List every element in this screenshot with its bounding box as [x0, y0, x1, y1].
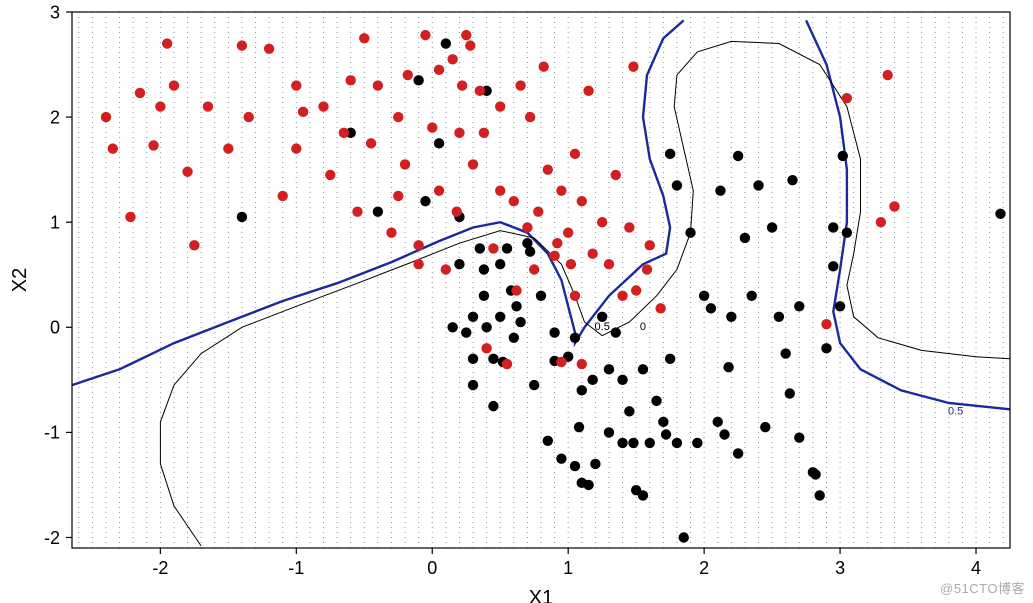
scatter-chart: 0.5 0.5 0 -2 -1 0 1 2 3 4 -2 -1 0 1 2 3 X1 X2 @51CTO博客	[0, 0, 1033, 603]
y-axis-label: X2	[9, 268, 31, 292]
contour-black-zero-label: 0	[640, 321, 646, 333]
plot-svg: 0.5 0.5 0 -2 -1 0 1 2 3 4 -2 -1 0 1 2 3 X1 X2	[0, 0, 1033, 603]
x-tick-label: 2	[699, 558, 709, 578]
x-tick-label: 3	[835, 558, 845, 578]
x-tick-label: 1	[563, 558, 573, 578]
x-axis-label: X1	[529, 587, 553, 603]
x-tick-label: -1	[288, 558, 304, 578]
y-tick-label: 2	[50, 107, 60, 127]
decision-boundary-blue-label: 0.5	[948, 405, 963, 417]
watermark: @51CTO博客	[940, 578, 1025, 597]
y-tick-label: 0	[50, 318, 60, 338]
y-tick-label: -2	[44, 528, 60, 548]
x-tick-label: -2	[152, 558, 168, 578]
x-tick-label: 0	[427, 558, 437, 578]
contour-black-label: 0.5	[595, 321, 610, 333]
y-tick-label: 1	[50, 212, 60, 232]
y-tick-label: 3	[50, 2, 60, 22]
x-tick-label: 4	[971, 558, 981, 578]
y-tick-label: -1	[44, 423, 60, 443]
